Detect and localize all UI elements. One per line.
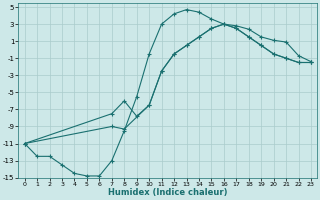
- X-axis label: Humidex (Indice chaleur): Humidex (Indice chaleur): [108, 188, 228, 197]
